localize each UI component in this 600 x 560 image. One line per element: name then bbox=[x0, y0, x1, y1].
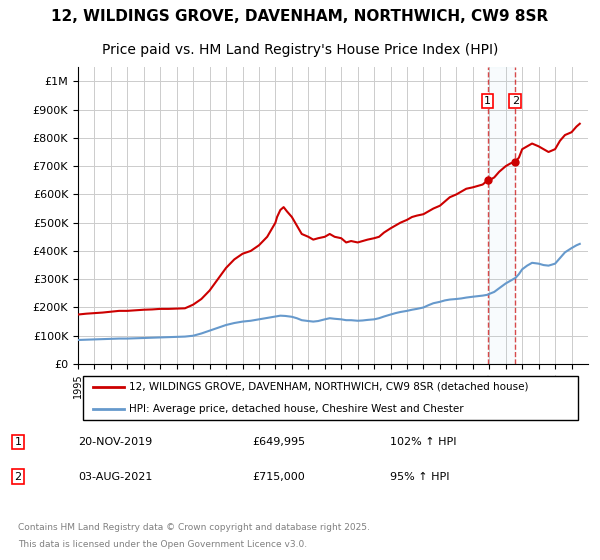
Text: 12, WILDINGS GROVE, DAVENHAM, NORTHWICH, CW9 8SR: 12, WILDINGS GROVE, DAVENHAM, NORTHWICH,… bbox=[52, 10, 548, 24]
Text: 102% ↑ HPI: 102% ↑ HPI bbox=[390, 437, 457, 447]
Text: HPI: Average price, detached house, Cheshire West and Chester: HPI: Average price, detached house, Ches… bbox=[129, 404, 464, 414]
Text: 2: 2 bbox=[512, 96, 519, 106]
Text: £715,000: £715,000 bbox=[252, 472, 305, 482]
Text: 1: 1 bbox=[14, 437, 22, 447]
Text: 95% ↑ HPI: 95% ↑ HPI bbox=[390, 472, 449, 482]
Text: 03-AUG-2021: 03-AUG-2021 bbox=[78, 472, 152, 482]
Text: This data is licensed under the Open Government Licence v3.0.: This data is licensed under the Open Gov… bbox=[18, 540, 307, 549]
Text: 2: 2 bbox=[14, 472, 22, 482]
Text: 20-NOV-2019: 20-NOV-2019 bbox=[78, 437, 152, 447]
Text: 12, WILDINGS GROVE, DAVENHAM, NORTHWICH, CW9 8SR (detached house): 12, WILDINGS GROVE, DAVENHAM, NORTHWICH,… bbox=[129, 381, 529, 391]
Bar bbox=[488, 67, 515, 364]
Text: £649,995: £649,995 bbox=[252, 437, 305, 447]
Text: Contains HM Land Registry data © Crown copyright and database right 2025.: Contains HM Land Registry data © Crown c… bbox=[18, 522, 370, 532]
FancyBboxPatch shape bbox=[83, 376, 578, 420]
Text: Price paid vs. HM Land Registry's House Price Index (HPI): Price paid vs. HM Land Registry's House … bbox=[102, 44, 498, 58]
Text: 1: 1 bbox=[484, 96, 491, 106]
